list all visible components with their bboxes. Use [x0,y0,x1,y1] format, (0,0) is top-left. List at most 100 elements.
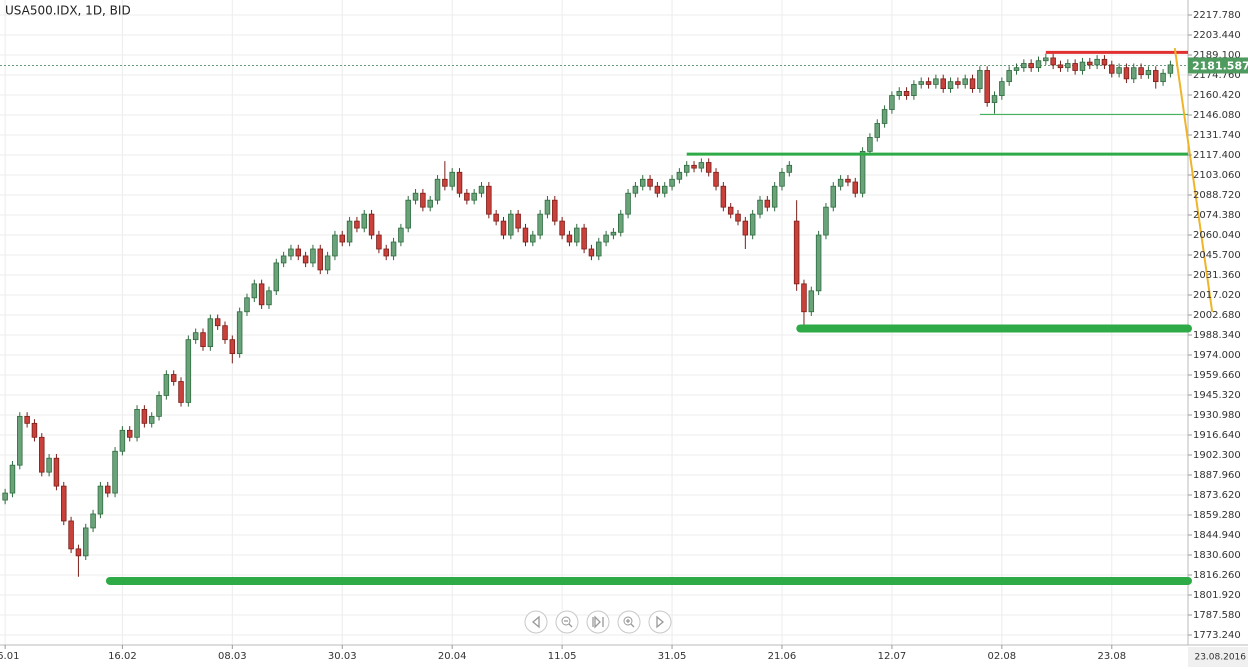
candle-body [68,520,74,550]
candle-body [486,185,492,215]
candle-body [530,234,536,243]
y-tick-label: 2217.780 [1193,10,1241,21]
candle-body [874,123,881,138]
candle-body [17,415,23,466]
y-tick-label: 1887.960 [1193,470,1241,481]
candle-body [1101,58,1108,66]
candle-body [618,213,624,233]
candle-body [53,457,60,487]
candle-body [771,185,778,208]
x-tick-label: 31.05 [658,651,687,662]
candle-body [1123,67,1130,80]
x-tick-label: 20.04 [438,651,467,662]
y-tick-label: 1873.620 [1193,490,1241,501]
candle-body [1109,64,1115,74]
candle-body [698,162,705,169]
candle-body [977,70,983,90]
y-tick-label: 1945.320 [1193,390,1241,401]
candle-body [837,178,844,187]
y-tick-label: 2189.100 [1193,50,1241,61]
candle-body [493,213,499,222]
candle-body [134,408,140,438]
y-tick-label: 2002.680 [1193,310,1241,321]
candle-body [1167,64,1174,74]
candle-body [940,78,946,90]
candle-body [720,185,727,208]
candle-body [574,227,580,243]
candle-body [991,95,998,103]
y-tick-label: 1902.300 [1193,450,1241,461]
candle-body [229,339,236,355]
candle-body [625,192,631,215]
candle-body [500,220,507,236]
candle-body [273,262,280,292]
y-tick-label: 2203.440 [1193,30,1241,41]
candle-body [749,213,756,236]
x-tick-label: 21.06 [768,651,797,662]
y-tick-label: 2103.060 [1193,170,1241,181]
zoom-in-button[interactable] [617,610,641,634]
y-tick-label: 1844.940 [1193,530,1241,541]
candle-body [859,150,866,194]
candle-body [24,415,30,424]
candle-body [691,164,697,169]
candle-body [405,199,411,229]
candle-body [1006,70,1012,83]
candle-body [332,234,338,257]
candle-body [251,283,258,299]
candle-body [39,436,45,473]
candle-body [596,241,602,257]
candle-body [46,457,52,473]
candle-body [324,255,331,271]
candle-body [1160,72,1166,83]
x-tick-label: 26.01 [0,651,19,662]
scroll-right-button[interactable] [648,610,672,634]
candle-body [9,464,16,494]
x-tick-label: 11.05 [548,651,577,662]
candle-body [779,171,785,187]
candle-body [83,527,89,557]
candle-body [544,199,551,215]
scroll-left-button[interactable] [524,610,548,634]
candle-body [236,311,243,355]
candle-body [911,84,917,96]
candle-body [434,178,441,201]
reset-button[interactable] [586,610,610,634]
candle-body [295,248,302,257]
candle-body [346,220,353,243]
y-tick-label: 2088.720 [1193,190,1241,201]
candle-body [955,81,961,85]
candle-body [427,199,433,208]
y-tick-label: 1816.260 [1193,570,1241,581]
y-tick-label: 2131.740 [1193,130,1241,141]
y-tick-label: 2045.700 [1193,250,1241,261]
candle-body [1072,63,1078,71]
candle-body [969,78,976,90]
candle-body [552,199,558,222]
candle-body [119,429,126,452]
candle-body [830,185,837,208]
x-tick-label: 30.03 [328,651,357,662]
candle-body [515,213,521,229]
candle-body [1138,67,1144,76]
candle-body [449,171,455,187]
candle-body [713,171,719,187]
y-tick-label: 1974.000 [1193,350,1241,361]
candle-body [676,171,683,180]
y-tick-label: 1787.580 [1193,610,1241,621]
candle-body [669,178,675,187]
zoom-out-button[interactable] [555,610,579,634]
candle-body [1028,63,1034,69]
candle-body [845,178,851,183]
candle-body [889,95,895,110]
x-tick-label: 12.07 [878,651,907,662]
candle-body [148,415,155,424]
candle-body [163,374,170,396]
y-tick-label: 1988.340 [1193,330,1241,341]
candle-body [581,227,587,250]
candle-body [1116,67,1122,74]
y-tick-label: 2074.380 [1193,210,1241,221]
y-tick-label: 2160.420 [1193,90,1241,101]
x-tick-label: 16.02 [108,651,137,662]
candle-body [368,213,375,236]
